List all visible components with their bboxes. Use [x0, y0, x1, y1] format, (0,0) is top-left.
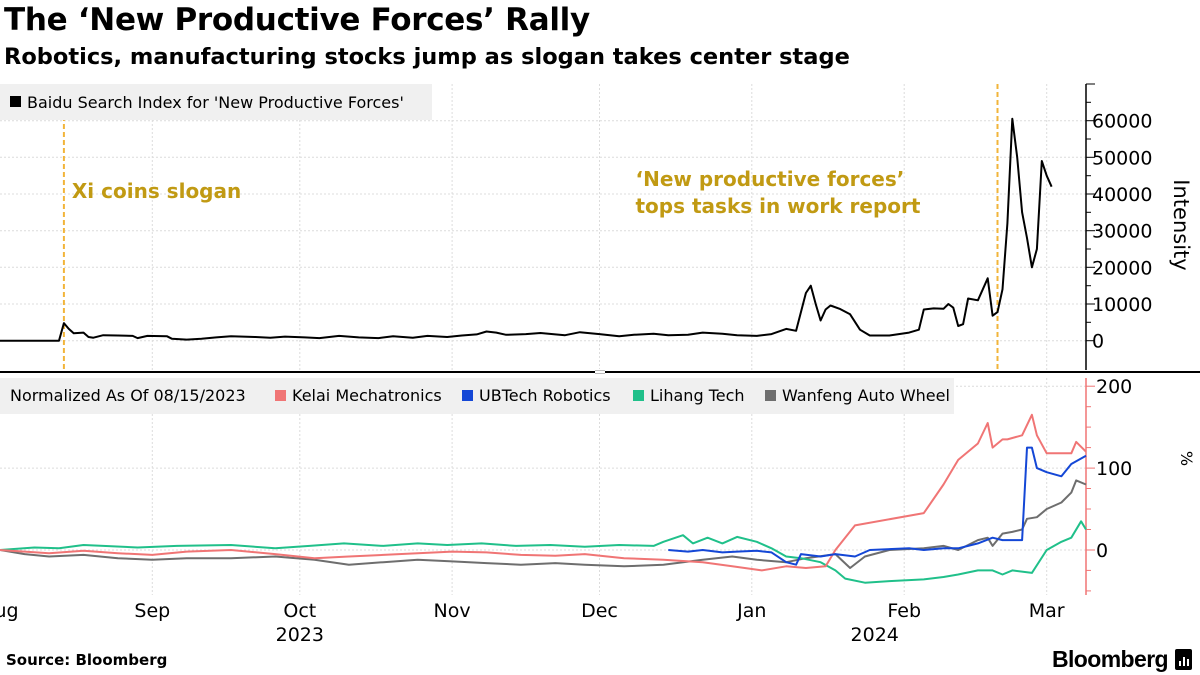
top-y-tick-label: 60000	[1092, 111, 1152, 133]
x-axis-year-label: 2023	[276, 624, 324, 646]
top-y-tick-label: 40000	[1092, 184, 1152, 206]
legend-item-ubtech-robotics-label: UBTech Robotics	[479, 386, 611, 405]
top-legend-swatch	[10, 96, 21, 107]
series-line-kelai-mechatronics	[0, 413, 1087, 572]
legend-item-ubtech-robotics-swatch	[462, 390, 473, 401]
legend-item-lihang-tech-swatch	[633, 390, 644, 401]
legend-item-wanfeng-auto-wheel-swatch	[765, 390, 776, 401]
series-line-baidu-search-index	[0, 117, 1053, 342]
annotation-label-work-report: ‘New productive forces’	[636, 167, 905, 191]
top-y-tick-label: 0	[1092, 331, 1104, 353]
chart-subtitle: Robotics, manufacturing stocks jump as s…	[4, 44, 850, 70]
brand-wordmark: Bloomberg	[1052, 646, 1169, 672]
x-axis-month-label: Nov	[434, 600, 471, 622]
x-axis-month-label: Jan	[736, 600, 766, 622]
legend-item-kelai-mechatronics-label: Kelai Mechatronics	[292, 386, 442, 405]
bottom-y-axis-title: %	[1177, 451, 1196, 466]
bottom-legend-background	[0, 378, 954, 414]
annotation-label-slogan: Xi coins slogan	[72, 179, 241, 203]
bottom-legend: Normalized As Of 08/15/2023 Kelai Mechatr…	[0, 378, 954, 414]
series-line-wanfeng-auto-wheel	[0, 479, 1087, 569]
top-y-tick-label: 30000	[1092, 221, 1152, 243]
top-legend-label: Baidu Search Index for 'New Productive F…	[27, 93, 404, 112]
top-y-axis-title: Intensity	[1169, 179, 1193, 270]
x-axis-month-label: Sep	[134, 600, 170, 622]
series-line-lihang-tech	[0, 520, 1087, 584]
x-axis-month-label: Dec	[581, 600, 618, 622]
chart-title: The ‘New Productive Forces’ Rally	[4, 2, 590, 38]
bloomberg-terminal-icon	[1175, 649, 1192, 670]
top-y-tick-label: 10000	[1092, 294, 1152, 316]
bottom-y-tick-label: 200	[1096, 376, 1132, 398]
top-y-tick-label: 50000	[1092, 147, 1152, 169]
bottom-y-tick-label: 100	[1096, 458, 1132, 480]
bottom-y-tick-label: 0	[1096, 540, 1108, 562]
source-note: Source: Bloomberg	[6, 651, 168, 669]
top-y-tick-label: 20000	[1092, 257, 1152, 279]
legend-item-wanfeng-auto-wheel-label: Wanfeng Auto Wheel	[782, 386, 950, 405]
x-axis-month-label: Mar	[1029, 600, 1065, 622]
x-axis-month-label: Oct	[283, 600, 316, 622]
brand-logo: Bloomberg	[1052, 646, 1192, 673]
annotation-label-work-report: tops tasks in work report	[636, 194, 921, 218]
legend-item-kelai-mechatronics-swatch	[275, 390, 286, 401]
x-axis-month-label: Feb	[887, 600, 921, 622]
x-axis-month-label: Aug	[0, 600, 19, 622]
x-axis-year-label: 2024	[851, 624, 899, 646]
top-legend: Baidu Search Index for 'New Productive F…	[0, 84, 432, 120]
top-legend-background	[0, 84, 432, 120]
legend-item-lihang-tech-label: Lihang Tech	[650, 386, 745, 405]
panel-splitter-handle	[595, 369, 605, 375]
bottom-legend-normalization-label: Normalized As Of 08/15/2023	[10, 386, 246, 405]
series-line-ubtech-robotics	[668, 446, 1087, 566]
